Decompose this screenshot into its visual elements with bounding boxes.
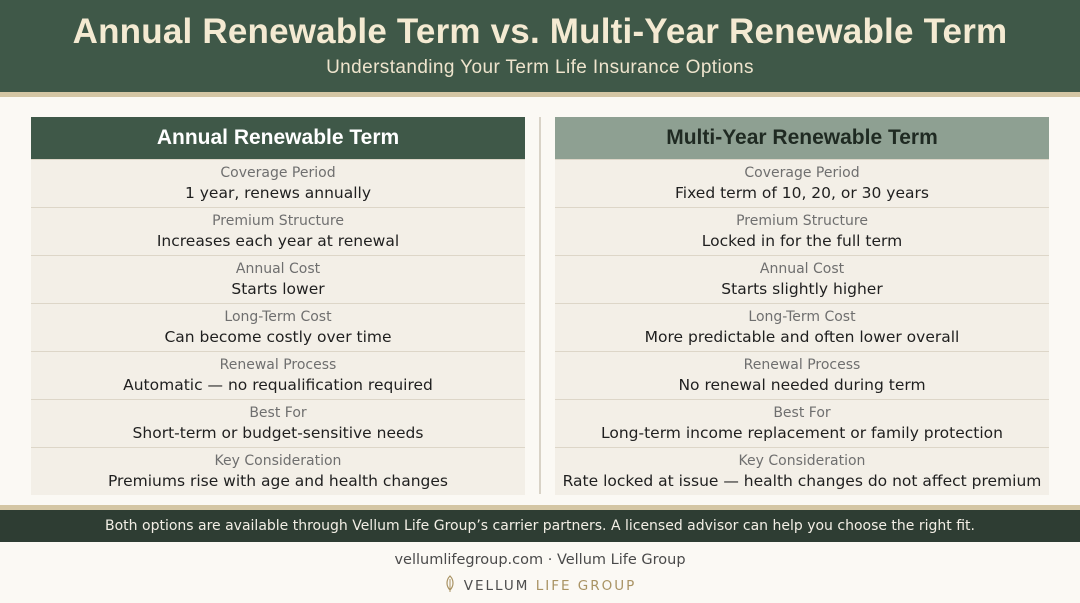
row-label: Premium Structure: [736, 213, 868, 229]
multi-year-renewable-term-column: Multi-Year Renewable Term Coverage Perio…: [555, 117, 1049, 495]
row-value: More predictable and often lower overall: [644, 328, 960, 346]
row-label: Annual Cost: [235, 261, 321, 277]
column-divider: [539, 117, 541, 494]
row-value: Fixed term of 10, 20, or 30 years: [675, 184, 929, 202]
comparison-row: Renewal Process Automatic — no requalific…: [31, 351, 525, 399]
comparison-row: Premium Structure Increases each year at …: [31, 207, 525, 255]
row-value: Starts slightly higher: [721, 280, 883, 298]
column-heading-annual: Annual Renewable Term: [31, 117, 525, 159]
row-label: Annual Cost: [759, 261, 845, 277]
header-banner: Annual Renewable Term vs. Multi-Year Ren…: [0, 0, 1080, 92]
comparison-row: Coverage Period Fixed term of 10, 20, or …: [555, 159, 1049, 207]
row-value: Locked in for the full term: [701, 232, 903, 250]
comparison-row: Annual Cost Starts slightly higher: [555, 255, 1049, 303]
row-value: Increases each year at renewal: [156, 232, 400, 250]
row-value: Can become costly over time: [164, 328, 392, 346]
row-label: Long-Term Cost: [748, 309, 856, 325]
row-label: Long-Term Cost: [224, 309, 332, 325]
row-value: Starts lower: [231, 280, 325, 298]
brand-suffix: LIFE GROUP: [535, 578, 637, 594]
row-value: Automatic — no requalification required: [123, 376, 433, 394]
website-line: vellumlifegroup.com · Vellum Life Group: [394, 552, 686, 568]
row-value: Long-term income replacement or family p…: [600, 424, 1003, 442]
footer-gold-rule: [0, 505, 1080, 510]
comparison-row: Key Consideration Rate locked at issue — …: [555, 447, 1049, 495]
row-value: Short-term or budget-sensitive needs: [132, 424, 424, 442]
row-label: Best For: [773, 405, 831, 421]
header-gold-rule: [0, 92, 1080, 97]
row-label: Premium Structure: [212, 213, 344, 229]
row-label: Coverage Period: [744, 165, 860, 181]
comparison-row: Key Consideration Premiums rise with age …: [31, 447, 525, 495]
comparison-row: Renewal Process No renewal needed during …: [555, 351, 1049, 399]
comparison-row: Best For Short-term or budget-sensitive n…: [31, 399, 525, 447]
page-subtitle: Understanding Your Term Life Insurance O…: [326, 57, 754, 78]
leaf-icon: [444, 575, 456, 597]
row-label: Renewal Process: [219, 357, 337, 373]
brand-name: VELLUM: [463, 578, 530, 594]
comparison-row: Annual Cost Starts lower: [31, 255, 525, 303]
row-label: Renewal Process: [743, 357, 861, 373]
comparison-row: Long-Term Cost More predictable and often…: [555, 303, 1049, 351]
annual-renewable-term-column: Annual Renewable Term Coverage Period 1 y…: [31, 117, 525, 495]
column-heading-multi-year: Multi-Year Renewable Term: [555, 117, 1049, 159]
row-value: Rate locked at issue — health changes do…: [562, 472, 1042, 490]
comparison-row: Best For Long-term income replacement or …: [555, 399, 1049, 447]
row-value: No renewal needed during term: [678, 376, 926, 394]
row-value: Premiums rise with age and health change…: [107, 472, 448, 490]
row-label: Coverage Period: [220, 165, 336, 181]
footer-note: Both options are available through Vellu…: [0, 510, 1080, 542]
row-label: Best For: [249, 405, 307, 421]
comparison-row: Premium Structure Locked in for the full …: [555, 207, 1049, 255]
comparison-row: Coverage Period 1 year, renews annually: [31, 159, 525, 207]
row-label: Key Consideration: [214, 453, 342, 469]
brand-logo: VELLUM LIFE GROUP: [0, 575, 1080, 597]
row-label: Key Consideration: [738, 453, 866, 469]
row-value: 1 year, renews annually: [184, 184, 372, 202]
page-title: Annual Renewable Term vs. Multi-Year Ren…: [72, 12, 1008, 51]
comparison-row: Long-Term Cost Can become costly over tim…: [31, 303, 525, 351]
